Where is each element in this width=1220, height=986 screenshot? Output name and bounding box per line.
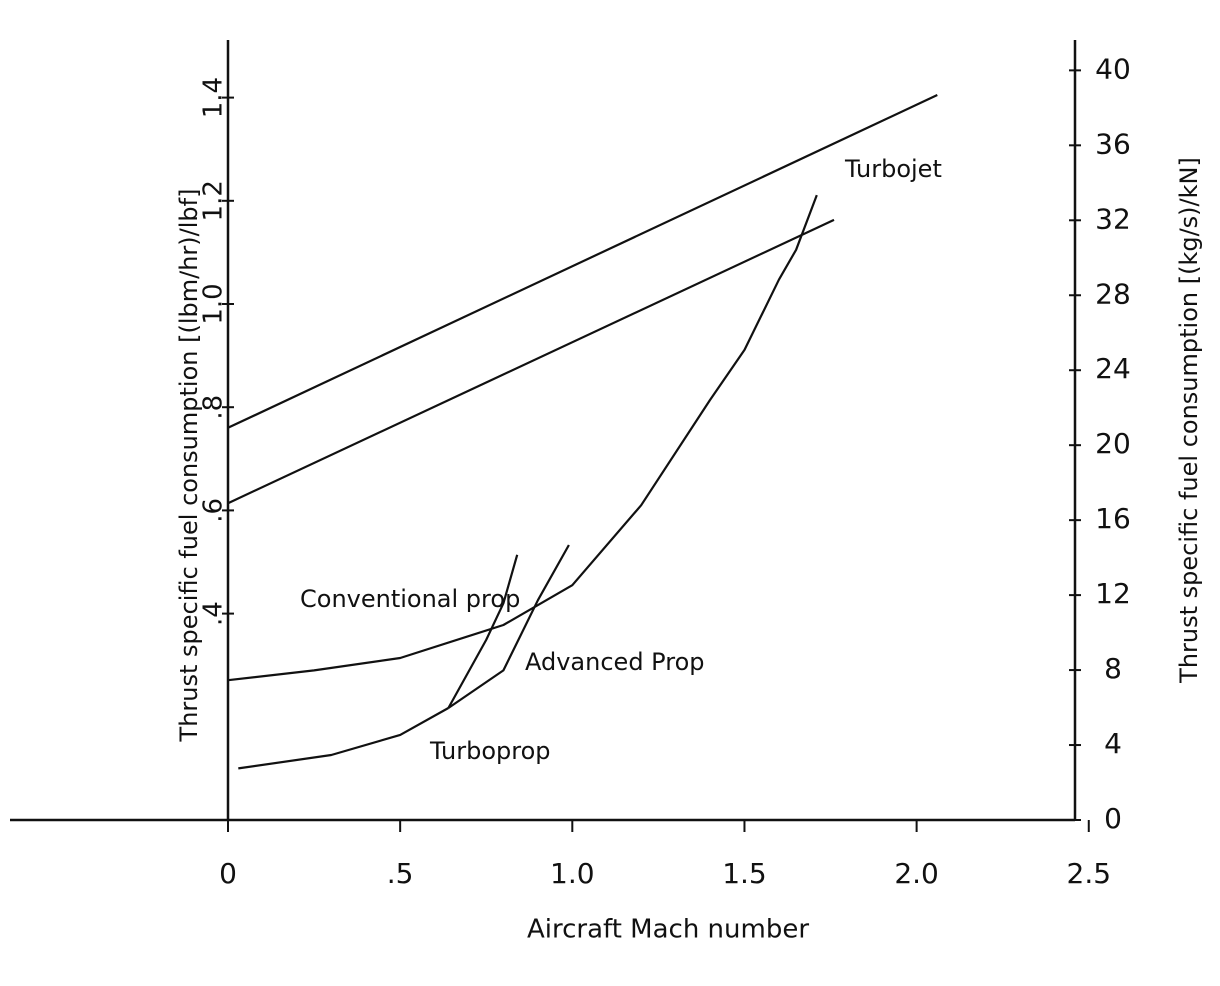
y-tick-label: 1.4 [199,77,229,118]
y2-tick-label: 24 [1095,352,1131,385]
series-label: Conventional prop [300,585,520,613]
y-tick-label: .4 [199,601,229,626]
chart: Aircraft Mach number Thrust specific fue… [0,0,1220,986]
x-tick-label: 0 [219,857,237,890]
y2-tick-label: 8 [1104,652,1122,685]
y-tick-label: .8 [199,395,229,420]
series-label: Turbojet [844,155,942,183]
y2-tick-label: 40 [1095,52,1131,85]
y2-tick-label: 0 [1104,802,1122,835]
y2-tick-label: 32 [1095,202,1131,235]
x-tick-label: .5 [387,857,414,890]
x-axis-label: Aircraft Mach number [527,915,809,945]
y2-axis-label: Thrust specific fuel consumption [(kg/s)… [1175,157,1203,684]
y2-tick-label: 28 [1095,277,1131,310]
x-tick-label: 2.0 [894,857,939,890]
y-axis-label: Thrust specific fuel consumption [(lbm/h… [175,189,203,743]
y-tick-label: .6 [199,498,229,523]
y2-tick-label: 16 [1095,502,1131,535]
series-label: Turboprop [429,737,551,765]
y2-tick-label: 4 [1104,727,1122,760]
y2-tick-label: 12 [1095,577,1131,610]
series-label: Advanced Prop [525,648,704,676]
x-tick-label: 1.0 [550,857,595,890]
y2-tick-label: 20 [1095,427,1131,460]
x-tick-label: 1.5 [722,857,767,890]
y2-tick-label: 36 [1095,127,1131,160]
x-tick-label: 2.5 [1067,857,1112,890]
y-tick-label: 1.0 [199,283,229,324]
y-tick-label: 1.2 [199,180,229,221]
